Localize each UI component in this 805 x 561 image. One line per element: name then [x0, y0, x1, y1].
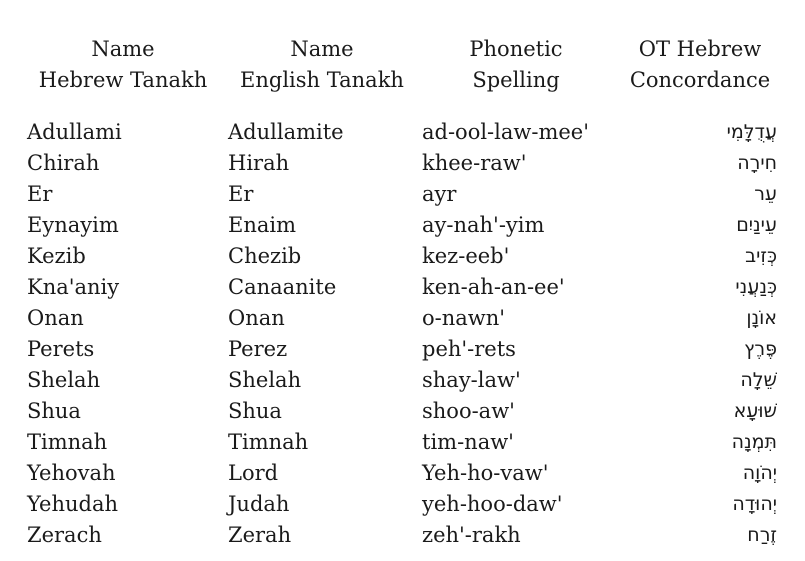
hebrew-word: עֵר: [754, 183, 777, 205]
phonetic-spelling: o-nawn': [422, 306, 506, 330]
phonetic-spelling: kez-eeb': [422, 244, 510, 268]
hebrew-name: Kezib: [27, 244, 86, 268]
english-name: Er: [228, 182, 254, 206]
english-name: Judah: [228, 492, 290, 516]
phonetic-spelling: yeh-hoo-daw': [422, 492, 563, 516]
header-english-name: Name English Tanakh: [222, 34, 422, 96]
hebrew-word: כְּנַעֲנִי: [735, 276, 777, 298]
table-row: Shua Shua shoo-aw' שׁוּעָא: [0, 396, 805, 427]
english-name: Lord: [228, 461, 279, 485]
hebrew-name: Er: [27, 182, 53, 206]
table-row: Yehudah Judah yeh-hoo-daw' יְהוּדָה: [0, 489, 805, 520]
hebrew-name: Yehudah: [27, 492, 119, 516]
hebrew-word: יְהוּדָה: [732, 493, 777, 515]
phonetic-spelling: ayr: [422, 182, 457, 206]
phonetic-spelling: shoo-aw': [422, 399, 515, 423]
table-row: Yehovah Lord Yeh-ho-vaw' יְהֹוָה: [0, 458, 805, 489]
english-name: Timnah: [228, 430, 309, 454]
english-name: Adullamite: [228, 120, 344, 144]
english-name: Hirah: [228, 151, 290, 175]
header-line: Phonetic: [469, 37, 563, 61]
hebrew-word: אוֹנָן: [746, 307, 777, 329]
phonetic-spelling: zeh'-rakh: [422, 523, 521, 547]
table-row: Adullami Adullamite ad-ool-law-mee' עֲדֻלָּ…: [0, 117, 805, 148]
phonetic-spelling: ken-ah-an-ee': [422, 275, 565, 299]
hebrew-name: Eynayim: [27, 213, 119, 237]
hebrew-word: תִּמְנָה: [731, 431, 777, 453]
header-hebrew-name: Name Hebrew Tanakh: [23, 34, 223, 96]
header-line: Concordance: [629, 68, 771, 92]
phonetic-spelling: peh'-rets: [422, 337, 516, 361]
hebrew-name: Timnah: [27, 430, 108, 454]
hebrew-word: יְהֹוָה: [742, 462, 777, 484]
header-line: Spelling: [472, 68, 560, 92]
phonetic-spelling: ad-ool-law-mee': [422, 120, 590, 144]
name-table: Adullami Adullamite ad-ool-law-mee' עֲדֻלָּ…: [0, 117, 805, 551]
hebrew-name: Onan: [27, 306, 84, 330]
phonetic-spelling: shay-law': [422, 368, 521, 392]
hebrew-name: Adullami: [27, 120, 122, 144]
header-line: English Tanakh: [240, 68, 404, 92]
english-name: Perez: [228, 337, 288, 361]
table-row: Kezib Chezib kez-eeb' כְּזִיב: [0, 241, 805, 272]
hebrew-name: Kna'aniy: [27, 275, 120, 299]
hebrew-word: עֵינַיִם: [736, 214, 777, 236]
table-row: Zerach Zerah zeh'-rakh זֶרַח: [0, 520, 805, 551]
hebrew-name: Zerach: [27, 523, 102, 547]
table-row: Onan Onan o-nawn' אוֹנָן: [0, 303, 805, 334]
hebrew-word: שׁוּעָא: [733, 400, 777, 422]
english-name: Shelah: [228, 368, 302, 392]
hebrew-name: Perets: [27, 337, 95, 361]
table-row: Eynayim Enaim ay-nah'-yim עֵינַיִם: [0, 210, 805, 241]
english-name: Canaanite: [228, 275, 337, 299]
hebrew-word: שֵׁלָה: [740, 369, 777, 391]
table-row: Kna'aniy Canaanite ken-ah-an-ee' כְּנַעֲנִי: [0, 272, 805, 303]
table-row: Chirah Hirah khee-raw' חִירָה: [0, 148, 805, 179]
hebrew-word: כְּזִיב: [745, 245, 777, 267]
hebrew-word: זֶרַח: [747, 524, 777, 546]
hebrew-name: Shua: [27, 399, 81, 423]
english-name: Zerah: [228, 523, 292, 547]
phonetic-spelling: tim-naw': [422, 430, 514, 454]
hebrew-name: Chirah: [27, 151, 100, 175]
table-row: Shelah Shelah shay-law' שֵׁלָה: [0, 365, 805, 396]
header-line: Name: [290, 37, 354, 61]
table-row: Timnah Timnah tim-naw' תִּמְנָה: [0, 427, 805, 458]
phonetic-spelling: ay-nah'-yim: [422, 213, 545, 237]
hebrew-name: Yehovah: [27, 461, 116, 485]
english-name: Onan: [228, 306, 285, 330]
table-row: Perets Perez peh'-rets פֶּרֶץ: [0, 334, 805, 365]
english-name: Shua: [228, 399, 282, 423]
header-concordance: OT Hebrew Concordance: [600, 34, 800, 96]
english-name: Chezib: [228, 244, 302, 268]
header-phonetic: Phonetic Spelling: [416, 34, 616, 96]
hebrew-word: עֲדֻלָּמִי: [726, 121, 777, 143]
table-row: Er Er ayr עֵר: [0, 179, 805, 210]
phonetic-spelling: khee-raw': [422, 151, 527, 175]
header-line: Name: [91, 37, 155, 61]
english-name: Enaim: [228, 213, 297, 237]
phonetic-spelling: Yeh-ho-vaw': [422, 461, 549, 485]
hebrew-name: Shelah: [27, 368, 101, 392]
hebrew-word: פֶּרֶץ: [744, 338, 777, 360]
header-line: Hebrew Tanakh: [38, 68, 208, 92]
header-line: OT Hebrew: [638, 37, 762, 61]
hebrew-word: חִירָה: [737, 152, 777, 174]
